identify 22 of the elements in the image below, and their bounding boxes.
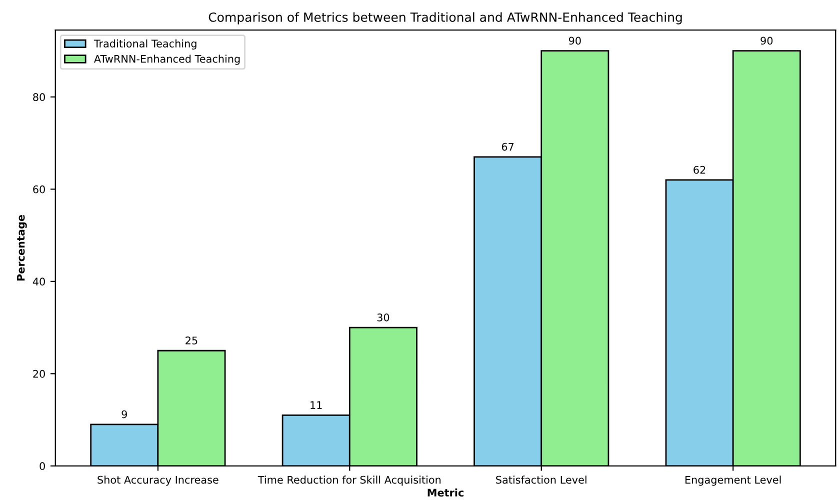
data-label: 30 [377,313,390,322]
x-tick-label: Satisfaction Level [496,476,586,484]
x-tick-label: Shot Accuracy Increase [98,476,218,486]
y-tick-label: 60 [33,185,45,194]
y-tick-label: 0 [40,462,45,470]
x-axis-title: Metric [428,488,464,497]
legend-label: ATwRNN-Enhanced Teaching [94,54,240,65]
x-tick-label: Engagement Level [685,476,781,486]
chart-title: Comparison of Metrics between Traditional and ATwRNN-Enhanced Teaching [208,12,682,24]
y-tick-label: 80 [33,93,45,102]
data-label: 9 [122,410,127,418]
data-label: 67 [502,142,514,151]
y-tick-label: 40 [32,278,45,286]
y-axis-title: Percentage [17,214,27,281]
data-label: 90 [568,36,581,45]
y-tick-label: 20 [33,370,45,378]
x-tick-label: Time Reduction for Skill Acquisition [258,476,441,486]
legend-label: Traditional Teaching [94,39,196,50]
data-label: 90 [760,36,773,45]
data-label: 62 [694,166,706,174]
data-label: 25 [186,336,198,344]
data-label: 11 [310,401,322,409]
